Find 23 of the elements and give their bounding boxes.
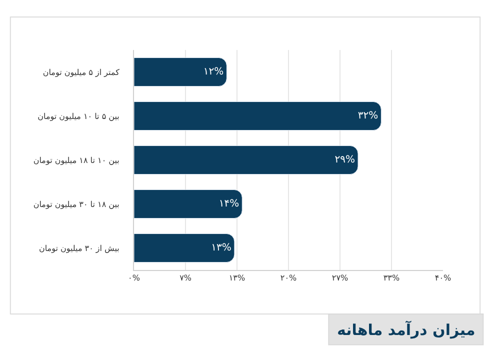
y-tick-label: بین ۱۰ تا ۱۸ میلیون تومان <box>33 156 120 165</box>
text: میزان درآمد ماهانه <box>337 320 476 339</box>
bar <box>134 145 358 175</box>
x-tick-label: ۲۷% <box>332 274 349 283</box>
x-tick-label: ۴۰% <box>434 274 452 283</box>
data-label: ۱۴% <box>218 198 240 210</box>
bar <box>134 189 242 219</box>
x-tick-label: ۳۳% <box>383 274 400 283</box>
y-tick-label: کمتر از ۵ میلیون تومان <box>42 68 120 77</box>
x-tick-label: ۱۳% <box>228 274 246 283</box>
data-label: ۲۹% <box>334 154 355 166</box>
x-tick-label: ۲۰% <box>280 274 297 283</box>
y-tick-label: بین ۵ تا ۱۰ میلیون تومان <box>38 112 120 121</box>
data-label: ۱۲% <box>203 66 224 78</box>
data-label: ۱۳% <box>211 242 232 254</box>
bar <box>134 101 382 131</box>
y-tick-label: بین ۱۸ تا ۳۰ میلیون تومان <box>33 200 120 209</box>
y-tick-label: بیش از ۳۰ میلیون تومان <box>38 244 120 253</box>
bar <box>134 233 235 263</box>
x-tick-label: ۰% <box>128 274 140 283</box>
x-tick-label: ۷% <box>180 274 192 283</box>
bar <box>134 57 227 87</box>
data-label: ۳۲% <box>358 110 378 122</box>
